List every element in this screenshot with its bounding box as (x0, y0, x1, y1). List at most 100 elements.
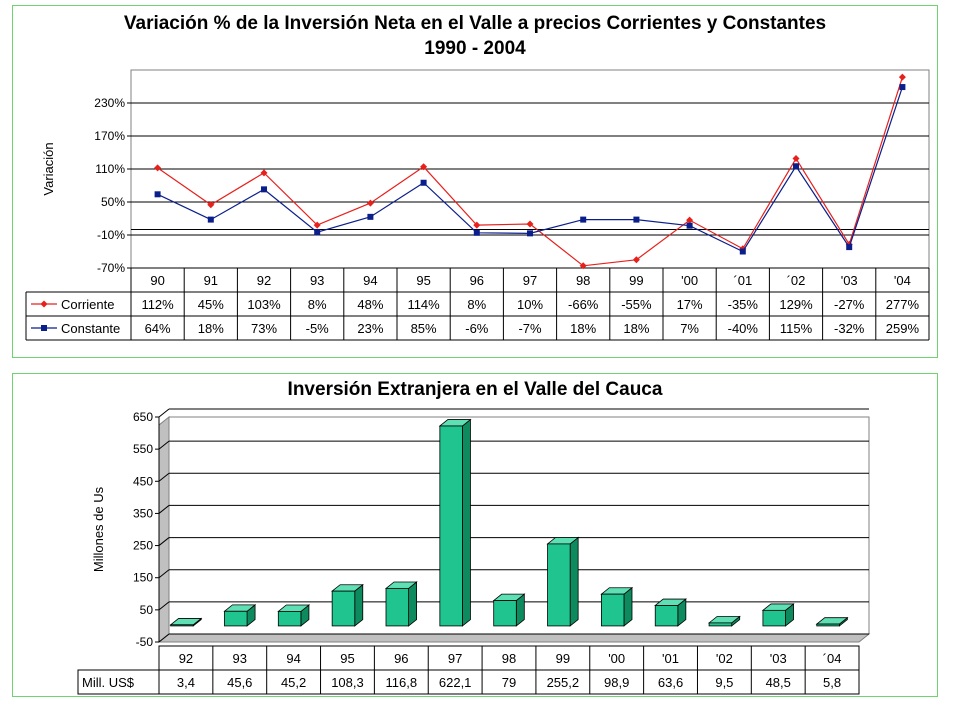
gridline (158, 408, 170, 418)
y-tick-label: 450 (133, 474, 153, 488)
data-point (420, 179, 427, 186)
legend-label: Corriente (61, 297, 114, 312)
data-label: 45,6 (227, 675, 252, 690)
bar (385, 587, 410, 627)
y-tick-label: 550 (133, 442, 153, 456)
x-tick-label: '02 (716, 651, 733, 666)
data-point (260, 169, 268, 177)
data-label: -5% (306, 321, 330, 336)
gridline (158, 472, 170, 482)
x-tick-label: 99 (629, 273, 643, 288)
data-point (846, 244, 853, 251)
data-label: -66% (568, 297, 599, 312)
bar (493, 600, 517, 627)
gridline (158, 537, 170, 546)
data-point (313, 221, 321, 229)
data-label: 23% (357, 321, 383, 336)
data-label: 64% (145, 321, 171, 336)
x-tick-label: 94 (286, 651, 300, 666)
x-tick-label: 92 (257, 273, 271, 288)
data-label: 8% (467, 297, 486, 312)
data-point (793, 163, 799, 170)
y-tick-label: 350 (133, 506, 153, 520)
x-tick-label: 95 (340, 651, 354, 666)
x-tick-label: '01 (662, 651, 679, 666)
x-tick-label: '03 (841, 273, 858, 288)
data-label: 48% (357, 297, 383, 312)
data-label: -6% (465, 321, 489, 336)
y-tick-label: 50 (140, 603, 154, 617)
bar (170, 624, 194, 627)
y-tick-label: -50 (136, 635, 154, 649)
gridline (158, 569, 170, 579)
data-point (792, 155, 800, 163)
x-tick-label: 92 (179, 651, 193, 666)
data-point (207, 201, 215, 209)
gridline (158, 601, 170, 611)
data-label: 48,5 (766, 675, 791, 690)
bar (439, 425, 463, 627)
y-tick-label: 250 (133, 539, 153, 553)
bar-side (408, 581, 418, 627)
legend-key-marker (41, 325, 47, 331)
data-label: 103% (247, 297, 281, 312)
data-label: 7% (680, 321, 699, 336)
data-label: 85% (411, 321, 437, 336)
data-point (632, 256, 640, 264)
floor-3d (157, 633, 871, 643)
y-axis-title: Millones de Us (91, 486, 106, 572)
data-label: -35% (728, 297, 759, 312)
y-axis-title: Variación (41, 142, 56, 195)
x-tick-label: '00 (608, 651, 625, 666)
y-tick-label: 170% (94, 129, 125, 143)
data-point (366, 199, 374, 207)
bar (816, 623, 840, 627)
line-chart-panel: Variación % de la Inversión Neta en el V… (12, 5, 938, 358)
gridline (158, 505, 170, 514)
chart-title: Variación % de la Inversión Neta en el V… (123, 13, 827, 34)
data-label: 17% (677, 297, 703, 312)
x-tick-label: ´04 (823, 651, 842, 666)
x-tick-label: 90 (150, 273, 164, 288)
data-point (686, 216, 694, 224)
data-label: 112% (141, 297, 174, 312)
y-tick-label: -10% (97, 228, 125, 242)
data-label: 8% (308, 297, 327, 312)
x-tick-label: 96 (394, 651, 408, 666)
data-label: 108,3 (331, 675, 364, 690)
bar (708, 622, 733, 627)
y-tick-label: 650 (133, 410, 153, 424)
x-tick-label: 98 (502, 651, 516, 666)
data-label: 79 (502, 675, 516, 690)
data-label: 63,6 (658, 675, 683, 690)
data-label: 255,2 (547, 675, 580, 690)
data-label: -55% (621, 297, 652, 312)
data-point (367, 213, 374, 220)
bar (224, 610, 248, 627)
legend-label: Mill. US$ (82, 675, 135, 690)
data-label: 129% (779, 297, 813, 312)
data-label: -7% (518, 321, 542, 336)
data-point (473, 229, 480, 236)
bar-chart-panel: Inversión Extranjera en el Valle del Cau… (12, 373, 938, 697)
data-label: 259% (886, 321, 920, 336)
x-tick-label: 93 (310, 273, 324, 288)
data-point (261, 186, 267, 193)
x-tick-label: ´02 (787, 273, 806, 288)
bar-chart: 650 550 450 350 250 150 50 -50 Millones de Us 92 9… (77, 408, 871, 695)
data-point (473, 221, 481, 229)
line-chart: 230% 170% 110% 50% -10% -70% Variación 90 91 92 93… (25, 69, 930, 341)
data-label: 277% (886, 297, 920, 312)
data-label: 18% (623, 321, 649, 336)
data-label: 622,1 (439, 675, 472, 690)
data-point (739, 248, 746, 255)
data-point (899, 84, 906, 91)
bar-side (462, 418, 471, 627)
data-label: -40% (728, 321, 759, 336)
data-label: 116,8 (386, 675, 418, 690)
x-tick-label: ´01 (733, 273, 752, 288)
bar (654, 605, 679, 627)
y-tick-label: 110% (95, 162, 125, 176)
bar-side (569, 536, 579, 627)
data-label: -32% (834, 321, 865, 336)
